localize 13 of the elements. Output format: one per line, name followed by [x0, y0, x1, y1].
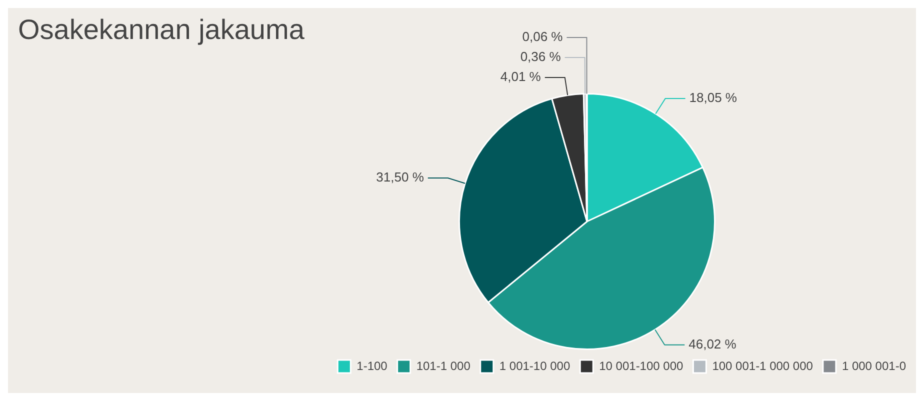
data-label: 0,06 %	[522, 29, 564, 44]
legend-label: 10 001-100 000	[599, 358, 684, 373]
data-label: 46,02 %	[688, 336, 737, 352]
data-label: 4,01 %	[500, 69, 542, 84]
data-label: 18,05 %	[689, 90, 738, 106]
chart-title: Osakekannan jakauma	[18, 14, 304, 46]
legend-label: 1 001-10 000	[499, 358, 570, 373]
legend-label: 1 000 001-0	[842, 358, 906, 373]
legend-label: 100 001-1 000 000	[712, 358, 814, 373]
data-label: 31,50 %	[376, 170, 424, 185]
legend-label: 101-1 000	[416, 358, 471, 373]
legend-label: 1-100	[356, 358, 388, 373]
data-label: 0,36 %	[520, 49, 562, 64]
